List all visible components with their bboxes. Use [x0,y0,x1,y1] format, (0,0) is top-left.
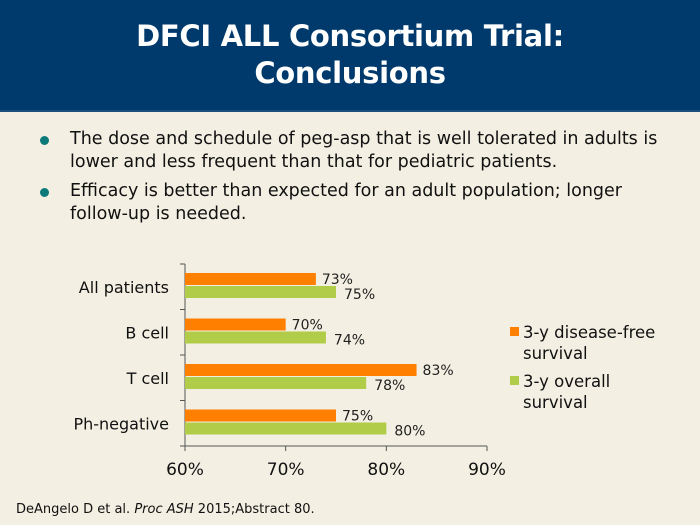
citation-authors: DeAngelo D et al. [16,502,131,517]
bar-disease-free-survival [185,364,417,376]
bar-disease-free-survival [185,409,336,422]
legend-label-dfs-line1: 3-y disease-free [523,323,656,342]
category-label: All patients [79,278,169,297]
bar-disease-free-survival [185,273,316,285]
bar-overall-survival [185,331,326,344]
data-label-overall-survival: 74% [334,333,365,349]
citation-rest: 2015;Abstract 80. [197,502,315,517]
legend-swatch-os [510,376,519,385]
bullet-dot-icon [40,136,49,145]
legend-label-os-line1: 3-y overall [523,372,611,391]
category-label: T cell [126,369,169,388]
bar-disease-free-survival [185,318,286,331]
bullet-text: The dose and schedule of peg-asp that is… [70,129,658,172]
bar-overall-survival [185,377,367,389]
legend-label-os-line2: survival [523,393,588,412]
x-tick-label: 80% [367,460,405,480]
slide-title-line2: Conclusions [254,56,446,90]
x-tick-label: 90% [468,460,506,480]
data-label-overall-survival: 80% [394,424,425,440]
survival-bar-chart: 60% 70% 80% 90%All patients 73%75%B cell 70%7… [73,263,506,480]
data-label-disease-free-survival: 70% [292,318,323,334]
bullet-list: The dose and schedule of peg-asp that is… [36,128,676,232]
legend-swatch-dfs [510,327,519,336]
citation: DeAngelo D et al. Proc ASH 2015;Abstract… [16,502,315,517]
data-label-overall-survival: 78% [374,378,405,394]
bullet-dot-icon [40,188,49,197]
slide-title-line1: DFCI ALL Consortium Trial: [136,19,564,53]
legend-item-os: 3-y overall survival [508,371,698,413]
bullet-item: Efficacy is better than expected for an … [36,180,676,226]
title-banner: DFCI ALL Consortium Trial: Conclusions [0,0,700,112]
data-label-overall-survival: 75% [344,287,375,303]
slide-title: DFCI ALL Consortium Trial: Conclusions [0,18,700,92]
bar-overall-survival [185,286,336,298]
x-tick-label: 70% [267,460,305,480]
category-label: Ph-negative [73,414,169,433]
chart-legend: 3-y disease-free survival 3-y overall su… [508,322,698,420]
bullet-item: The dose and schedule of peg-asp that is… [36,128,676,174]
legend-label-dfs-line2: survival [523,344,588,363]
data-label-disease-free-survival: 73% [322,272,353,288]
bullet-text: Efficacy is better than expected for an … [70,181,622,224]
legend-item-dfs: 3-y disease-free survival [508,322,698,364]
citation-journal: Proc ASH [134,502,194,517]
category-label: B cell [125,323,169,342]
x-tick-label: 60% [166,460,204,480]
bar-overall-survival [185,422,387,435]
data-label-disease-free-survival: 75% [342,409,373,425]
data-label-disease-free-survival: 83% [423,363,454,379]
